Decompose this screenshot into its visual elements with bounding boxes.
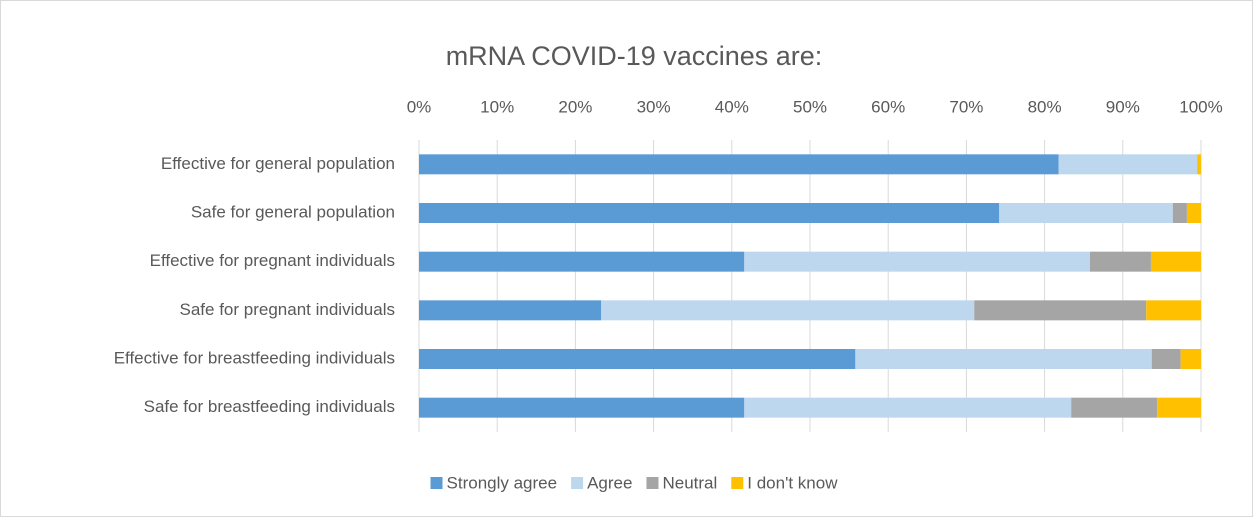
legend-label: Strongly agree [447, 473, 558, 492]
chart-title: mRNA COVID-19 vaccines are: [446, 41, 823, 71]
bar-segment [419, 154, 1059, 175]
x-tick-label: 70% [949, 97, 983, 116]
x-tick-label: 30% [637, 97, 671, 116]
bar-segment [1180, 349, 1201, 369]
x-tick-label: 40% [715, 97, 749, 116]
bar-segment [1186, 203, 1201, 223]
bar-segment [419, 349, 856, 369]
legend-label: Neutral [662, 473, 717, 492]
y-tick-label: Effective for general population [161, 154, 395, 173]
bar-segment [419, 397, 745, 418]
x-tick-label: 0% [407, 97, 432, 116]
legend-swatch [646, 477, 659, 489]
y-tick-label: Safe for pregnant individuals [180, 300, 395, 319]
bar-segment [419, 203, 1000, 223]
y-tick-label: Safe for general population [191, 202, 395, 221]
bar-segment [974, 300, 1147, 321]
legend-swatch [731, 477, 744, 489]
x-tick-label: 80% [1028, 97, 1062, 116]
bar-segment [1071, 397, 1158, 418]
x-tick-label: 20% [558, 97, 592, 116]
bar-segment [999, 203, 1173, 223]
bar-segment [1150, 251, 1201, 272]
bar-segment [419, 251, 745, 272]
y-tick-label: Effective for breastfeeding individuals [114, 348, 395, 367]
legend-swatch [430, 477, 443, 489]
bar-segment [1157, 397, 1201, 418]
bar-segment [1172, 203, 1187, 223]
x-tick-label: 90% [1106, 97, 1140, 116]
bar-segment [744, 251, 1090, 272]
bar-segment [744, 397, 1072, 418]
bar-segment [419, 300, 602, 321]
bar-segment [1089, 251, 1151, 272]
legend-label: Agree [587, 473, 632, 492]
bar-segment [1146, 300, 1201, 321]
bar-segment [855, 349, 1152, 369]
x-tick-label: 100% [1179, 97, 1222, 116]
y-tick-label: Safe for breastfeeding individuals [144, 397, 395, 416]
bar-segment [1058, 154, 1198, 175]
bar-segment [601, 300, 975, 321]
bar-segment [1197, 154, 1201, 175]
x-tick-label: 10% [480, 97, 514, 116]
legend-swatch [571, 477, 584, 489]
x-tick-label: 50% [793, 97, 827, 116]
bar-segment [1151, 349, 1181, 369]
x-tick-label: 60% [871, 97, 905, 116]
legend-label: I don't know [747, 473, 838, 492]
y-tick-label: Effective for pregnant individuals [150, 251, 395, 270]
